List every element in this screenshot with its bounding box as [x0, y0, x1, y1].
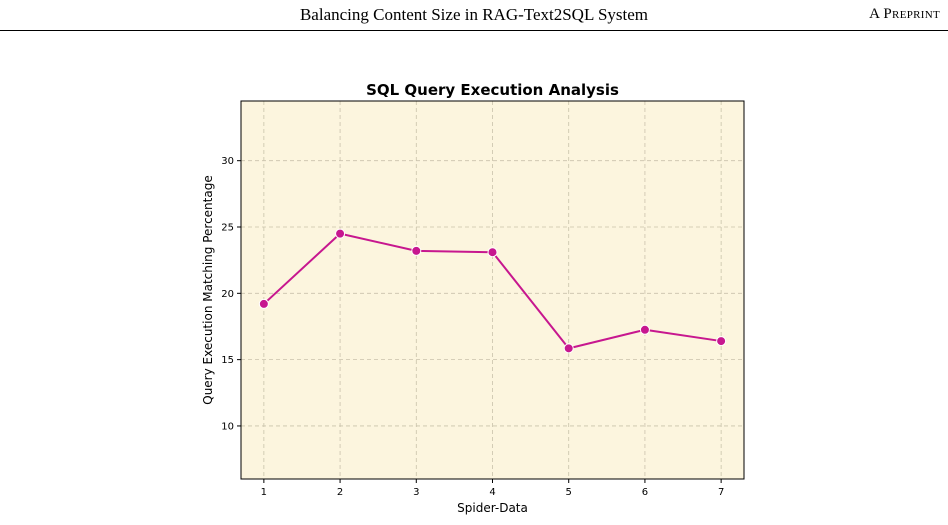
data-point	[716, 336, 727, 347]
chart-title: SQL Query Execution Analysis	[366, 81, 619, 99]
data-point	[411, 245, 422, 256]
y-tick-label: 20	[221, 289, 234, 300]
x-tick-label: 6	[642, 487, 648, 498]
data-point	[563, 343, 574, 354]
page-header: Balancing Content Size in RAG-Text2SQL S…	[0, 0, 948, 31]
plot-frame	[240, 100, 745, 480]
y-tick-label: 25	[221, 223, 234, 234]
series-layer	[258, 228, 727, 354]
x-axis-label: Spider-Data	[457, 501, 528, 515]
data-point	[639, 324, 650, 335]
x-tick-label: 3	[413, 487, 419, 498]
grid	[241, 101, 744, 479]
data-point	[487, 247, 498, 258]
x-tick-label: 7	[718, 487, 724, 498]
y-tick-label: 15	[221, 355, 234, 366]
data-point	[258, 298, 269, 309]
x-tick-label: 4	[489, 487, 495, 498]
x-tick-label: 5	[566, 487, 572, 498]
y-tick-label: 30	[221, 156, 234, 167]
data-point	[335, 228, 346, 239]
x-tick-label: 2	[337, 487, 343, 498]
axes: 1 2 3 4 5 6 7 10 15 20 25 30	[221, 156, 724, 498]
x-tick-label: 1	[261, 487, 267, 498]
preprint-label: A Preprint	[869, 6, 940, 22]
y-tick-label: 10	[221, 421, 234, 432]
running-title: Balancing Content Size in RAG-Text2SQL S…	[299, 5, 649, 24]
header-rule	[0, 30, 948, 31]
y-axis-label: Query Execution Matching Percentage	[201, 175, 215, 404]
